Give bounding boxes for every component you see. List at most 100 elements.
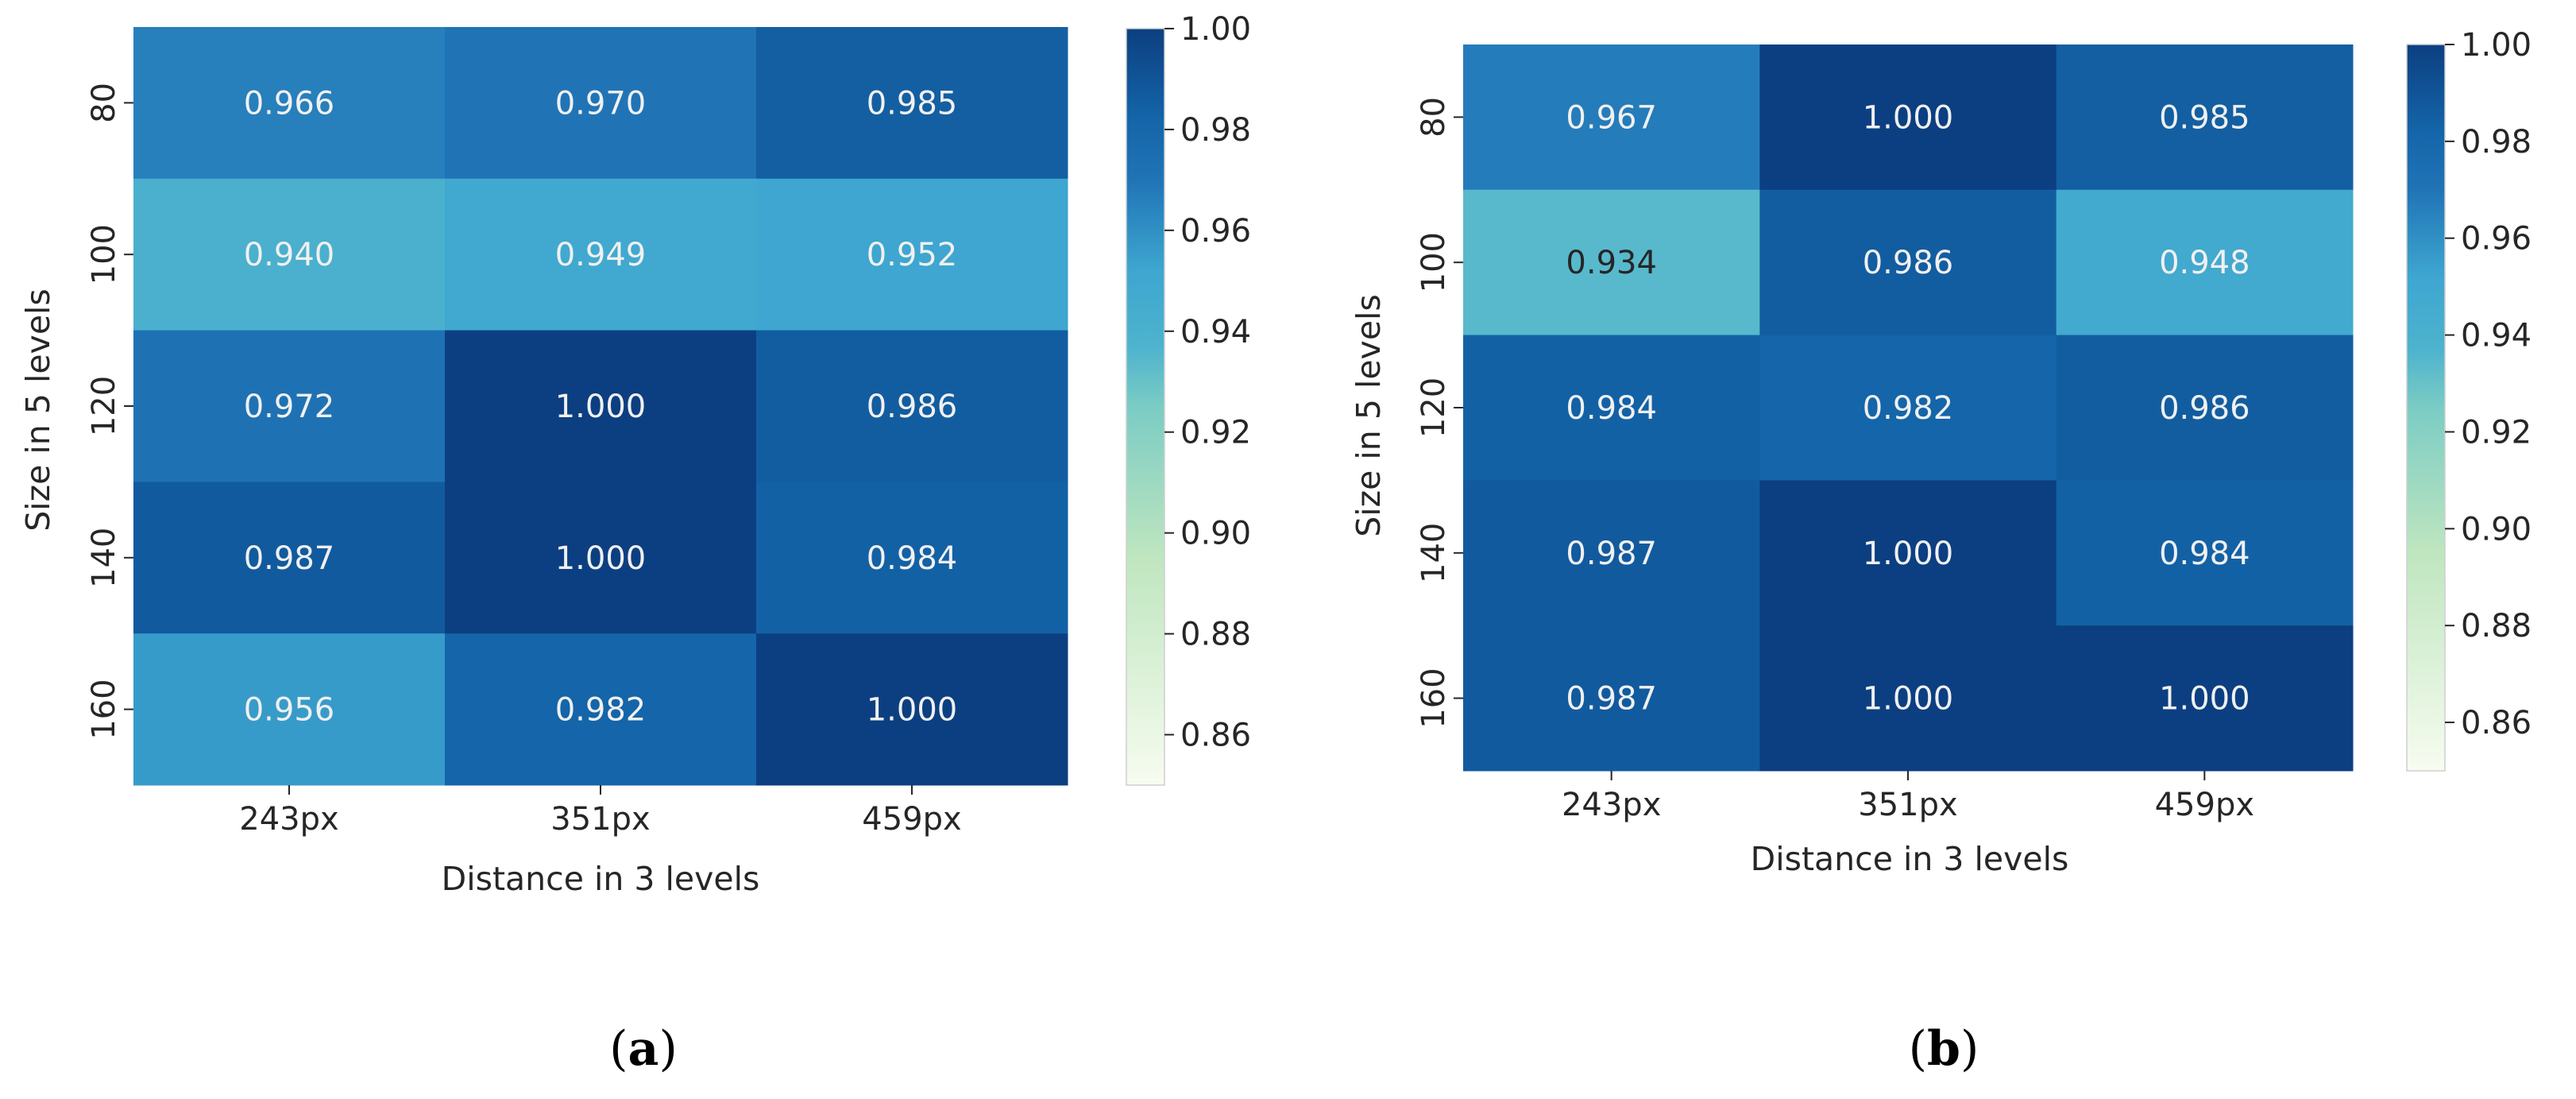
cell-value-label: 0.985 — [867, 85, 958, 122]
y-tick-label: 140 — [86, 528, 122, 588]
cell-value-label: 1.000 — [1863, 681, 1954, 718]
y-tick-label: 120 — [1415, 377, 1452, 438]
heatmap-cell — [1463, 625, 1760, 772]
cell-value-label: 1.000 — [555, 389, 647, 425]
heatmap-cell — [133, 178, 446, 331]
heatmap-cell — [2056, 335, 2354, 481]
cell-value-label: 0.934 — [1566, 245, 1657, 281]
heatmap-cell — [756, 330, 1068, 482]
colorbar-tick-label: 0.88 — [1180, 617, 1251, 653]
cell-value-label: 1.000 — [1863, 99, 1954, 136]
colorbar-tick-label: 1.00 — [1180, 11, 1251, 48]
cell-value-label: 0.987 — [1566, 681, 1657, 718]
heatmap-cell — [133, 482, 446, 634]
colorbar-tick-label: 0.86 — [2461, 705, 2532, 741]
heatmap-cell — [2056, 625, 2354, 772]
colorbar: 0.86 0.88 0.90 0.92 0.94 0.96 0.98 1.00 — [1126, 11, 1251, 786]
x-tick-label: 351px — [550, 801, 650, 838]
cell-value-label: 0.967 — [1566, 99, 1657, 136]
heatmap-cell — [756, 27, 1068, 180]
heatmap-cell — [1463, 45, 1760, 191]
cell-value-label: 0.952 — [867, 237, 958, 273]
cell-value-label: 0.987 — [244, 540, 335, 577]
heatmap-cell — [1463, 480, 1760, 626]
heatmap-cell — [1759, 189, 2057, 336]
y-tick-label: 100 — [86, 224, 122, 284]
colorbar-gradient — [2407, 45, 2445, 771]
x-axis-ticks: 243px 351px 459px — [239, 785, 962, 838]
x-axis-ticks: 243px 351px 459px — [1562, 771, 2254, 823]
heatmap-cell — [2056, 45, 2354, 191]
x-tick-label: 243px — [1562, 787, 1661, 823]
y-tick-label: 80 — [86, 83, 122, 123]
heatmap-cell — [1759, 480, 2057, 626]
heatmap-cell — [445, 482, 757, 634]
y-tick-label: 100 — [1415, 232, 1452, 292]
y-tick-label: 160 — [86, 679, 122, 739]
y-tick-label: 140 — [1415, 523, 1452, 583]
cell-value-label: 0.940 — [244, 237, 335, 273]
colorbar-tick-label: 0.92 — [2461, 414, 2532, 451]
cell-value-label: 0.970 — [555, 85, 647, 122]
colorbar-tick-label: 0.96 — [1180, 213, 1251, 250]
heatmap-cells: 0.966 0.970 0.985 0.940 0.949 0.952 0.972 1.000… — [133, 27, 1068, 786]
colorbar-tick-label: 0.90 — [2461, 511, 2532, 548]
x-axis-label: Distance in 3 levels — [1751, 840, 2069, 878]
cell-value-label: 0.987 — [1566, 536, 1657, 572]
panel-caption: (b) — [1909, 1021, 1979, 1077]
x-tick-label: 243px — [239, 801, 338, 838]
colorbar-tick-label: 0.92 — [1180, 415, 1251, 451]
heatmap-cell — [2056, 480, 2354, 626]
colorbar-tick-label: 0.98 — [2461, 124, 2532, 161]
heatmap-cell — [133, 27, 446, 180]
heatmap-cells: 0.967 1.000 0.985 0.934 0.986 0.948 0.984 0.982… — [1463, 45, 2354, 772]
colorbar-tick-label: 0.94 — [2461, 318, 2532, 354]
colorbar-ticks: 0.86 0.88 0.90 0.92 0.94 0.96 0.98 1.00 — [1164, 11, 1251, 754]
colorbar-frame — [1126, 28, 1165, 786]
colorbar: 0.86 0.88 0.90 0.92 0.94 0.96 0.98 1.00 — [2406, 27, 2532, 772]
y-axis-ticks: 80 100 120 140 160 — [1415, 97, 1463, 729]
cell-value-label: 0.985 — [2159, 99, 2250, 136]
cell-value-label: 1.000 — [1863, 536, 1954, 572]
heatmap-cell — [1463, 189, 1760, 336]
colorbar-frame — [2406, 44, 2446, 772]
cell-value-label: 0.972 — [244, 389, 335, 425]
heatmap-cell — [133, 633, 446, 786]
heatmap-cell — [756, 633, 1068, 786]
y-axis-ticks: 80 100 120 140 160 — [86, 83, 133, 740]
heatmap-cell — [1759, 335, 2057, 481]
colorbar-ticks: 0.86 0.88 0.90 0.92 0.94 0.96 0.98 1.00 — [2445, 27, 2532, 741]
cell-value-label: 0.966 — [244, 85, 335, 122]
x-tick-label: 459px — [2155, 787, 2254, 823]
heatmap-cell — [1759, 45, 2057, 191]
cell-value-label: 0.956 — [244, 692, 335, 729]
cell-value-label: 0.986 — [2159, 390, 2250, 427]
heatmap-panel-b: 0.967 1.000 0.985 0.934 0.986 0.948 0.984 0.98 2… — [1350, 27, 2532, 1077]
y-tick-label: 160 — [1415, 668, 1452, 728]
colorbar-tick-label: 0.90 — [1180, 516, 1251, 552]
cell-value-label: 0.948 — [2159, 245, 2250, 281]
cell-value-label: 0.984 — [2159, 536, 2250, 572]
colorbar-tick-label: 0.88 — [2461, 608, 2532, 644]
x-tick-label: 459px — [862, 801, 961, 838]
cell-value-label: 1.000 — [2159, 681, 2250, 718]
heatmap-cell — [133, 330, 446, 482]
colorbar-tick-label: 0.96 — [2461, 221, 2532, 257]
cell-value-label: 0.984 — [1566, 390, 1657, 427]
colorbar-tick-label: 0.98 — [1180, 112, 1251, 149]
cell-value-label: 1.000 — [555, 540, 647, 577]
y-axis-label: Size in 5 levels — [1350, 294, 1388, 537]
cell-value-label: 0.982 — [555, 692, 647, 729]
heatmap-cell — [756, 178, 1068, 331]
x-tick-label: 351px — [1858, 787, 1957, 823]
heatmap-cell — [445, 330, 757, 482]
heatmap-cell — [2056, 189, 2354, 336]
colorbar-tick-label: 0.94 — [1180, 314, 1251, 350]
cell-value-label: 0.984 — [867, 540, 958, 577]
cell-value-label: 0.986 — [867, 389, 958, 425]
y-axis-label: Size in 5 levels — [19, 288, 57, 532]
y-tick-label: 120 — [86, 376, 122, 436]
panel-caption: (a) — [609, 1021, 678, 1077]
